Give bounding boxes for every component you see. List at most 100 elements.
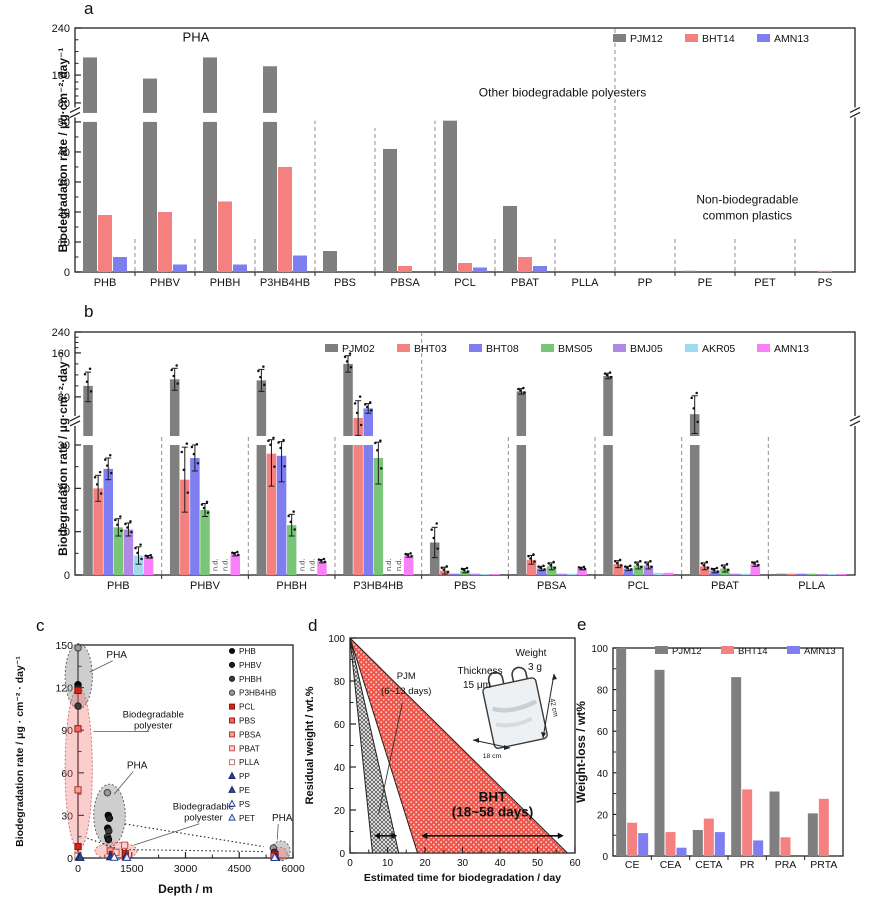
point-PCL <box>74 843 82 851</box>
pjm-label: (6~13 days) <box>381 686 431 697</box>
category-label: PCL <box>454 277 475 289</box>
axis-break-mark <box>849 415 861 422</box>
bar-PHBH-BHT14 <box>218 201 232 272</box>
y-tick-label: 100 <box>328 634 345 645</box>
bar-PBS-PJM12 <box>323 250 337 272</box>
category-label: PE <box>698 277 713 289</box>
bag-weight-value: 3 g <box>528 662 542 673</box>
bar-PLLA-PJM02 <box>776 573 787 575</box>
bar-PLLA-BMS05 <box>806 573 817 575</box>
y-axis-label: Biodegradation rate / μg · cm⁻² · day⁻¹ <box>14 656 26 847</box>
data-dot <box>140 557 143 561</box>
bar-CE-BHT14 <box>627 822 638 856</box>
chart-weight-loss-bars: 0 20 40 60 80 100 CE CEA CETA PR PRA PRTA PJM12 BHT14… <box>574 644 844 871</box>
data-dot <box>349 365 353 369</box>
data-dot <box>130 530 133 534</box>
legend-label: BMJ05 <box>630 343 663 355</box>
legend-label: AKR05 <box>702 343 735 355</box>
data-dot <box>176 382 179 385</box>
annotation-text: PHA <box>272 813 293 824</box>
data-dot <box>716 570 720 573</box>
data-dot <box>702 564 706 567</box>
bag-thickness-label: Thickness <box>457 666 502 677</box>
data-dot <box>88 367 92 370</box>
bag-dim-arrowhead <box>552 674 557 680</box>
bar-PHBH-PJM02 <box>256 380 267 436</box>
point-PBAT <box>229 745 235 752</box>
data-dot <box>722 566 726 569</box>
bar-CETA-BHT14 <box>703 818 714 856</box>
data-dot <box>108 454 112 457</box>
data-dot <box>259 375 262 379</box>
category-label: P3HB4HB <box>353 580 403 592</box>
data-dot <box>628 564 632 568</box>
bag-body <box>482 677 548 749</box>
bar-CETA-PJM12 <box>692 830 703 856</box>
y-tick-label: 20 <box>58 207 70 219</box>
bar-PCL-PJM02 <box>603 444 613 575</box>
bag-dim-arrowhead <box>473 738 479 743</box>
annotation-leader <box>89 660 113 673</box>
bar-P3HB4HB-BHT08 <box>363 444 373 575</box>
x-tick-label: 0 <box>75 863 81 875</box>
x-tick-label: 6000 <box>281 863 305 875</box>
bar-PCL-BMS05 <box>633 565 644 575</box>
data-dot <box>95 483 99 486</box>
bar-PHB-BMJ05 <box>123 529 134 575</box>
data-dot <box>756 560 759 563</box>
bag-crease <box>495 716 533 728</box>
data-dot <box>613 559 617 563</box>
legend-label: BHT03 <box>414 343 447 355</box>
data-dot <box>552 560 555 564</box>
data-dot <box>99 492 103 495</box>
data-dot <box>136 551 139 555</box>
point-PHBH <box>228 675 236 682</box>
bar-PR-BHT14 <box>742 789 753 856</box>
data-dot <box>618 558 622 562</box>
data-dot <box>519 389 522 392</box>
data-dot <box>83 372 87 376</box>
nd-label: n.d. <box>297 558 306 571</box>
data-dot <box>430 528 433 531</box>
y-tick-label: 40 <box>597 769 609 780</box>
data-dot <box>757 563 760 567</box>
category-label: CETA <box>695 859 722 871</box>
data-dot <box>319 559 323 562</box>
region-label: Non-biodegradable <box>696 193 798 207</box>
data-dot <box>619 564 623 567</box>
data-dot <box>460 567 464 571</box>
bar-PLLA-BMJ05 <box>817 574 827 575</box>
bar-PR-PJM12 <box>731 677 742 856</box>
data-dot <box>175 364 178 367</box>
category-label: P3HB4HB <box>260 277 310 289</box>
legend-label: PBAT <box>239 744 260 753</box>
data-dot <box>283 464 286 468</box>
nd-label: n.d. <box>307 558 316 571</box>
bar-PCL-BHT08 <box>623 568 633 575</box>
bag-thickness-value: 15 μm <box>463 680 491 691</box>
legend-swatch-AKR05 <box>685 344 698 352</box>
x-tick-label: 0 <box>347 858 353 869</box>
bar-PHBV-PJM12 <box>143 121 157 272</box>
panel-label-b: b <box>84 302 94 321</box>
category-label: PHBV <box>150 277 181 289</box>
data-dot <box>404 552 407 556</box>
legend-label: BMS05 <box>558 343 593 355</box>
data-dot <box>343 355 347 359</box>
bar-PCL-BHT14 <box>458 262 472 272</box>
data-dot <box>205 500 209 504</box>
bag-weight-label: Weight <box>516 648 547 659</box>
bar-PS-BHT14 <box>818 270 832 272</box>
nd-label: n.d. <box>384 558 393 571</box>
data-dot <box>272 436 275 440</box>
data-dot <box>146 555 149 558</box>
y-tick-label: 0 <box>339 849 345 860</box>
legend-swatch-PJM12 <box>613 34 626 42</box>
annotation-text: Biodegradable <box>173 802 234 813</box>
bar-PBAT-PJM02 <box>689 444 700 575</box>
data-dot <box>190 445 194 449</box>
legend-swatch-BMJ05 <box>613 344 626 352</box>
bar-PHB-BHT03 <box>93 488 103 575</box>
data-dot <box>700 562 704 565</box>
data-dot <box>379 439 382 442</box>
